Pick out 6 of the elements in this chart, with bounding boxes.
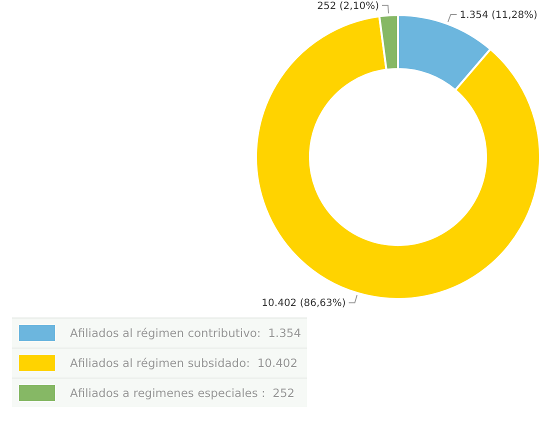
- data-label: 1.354 (11,28%): [460, 10, 538, 21]
- data-label: 10.402 (86,63%): [262, 298, 346, 310]
- legend-label: Afiliados al régimen contributivo: 1.354: [70, 326, 302, 340]
- legend-label: Afiliados al régimen subsidado: 10.402: [70, 356, 298, 370]
- legend-label: Afiliados a regimenes especiales : 252: [70, 386, 295, 400]
- data-label: 252 (2,10%): [317, 0, 380, 12]
